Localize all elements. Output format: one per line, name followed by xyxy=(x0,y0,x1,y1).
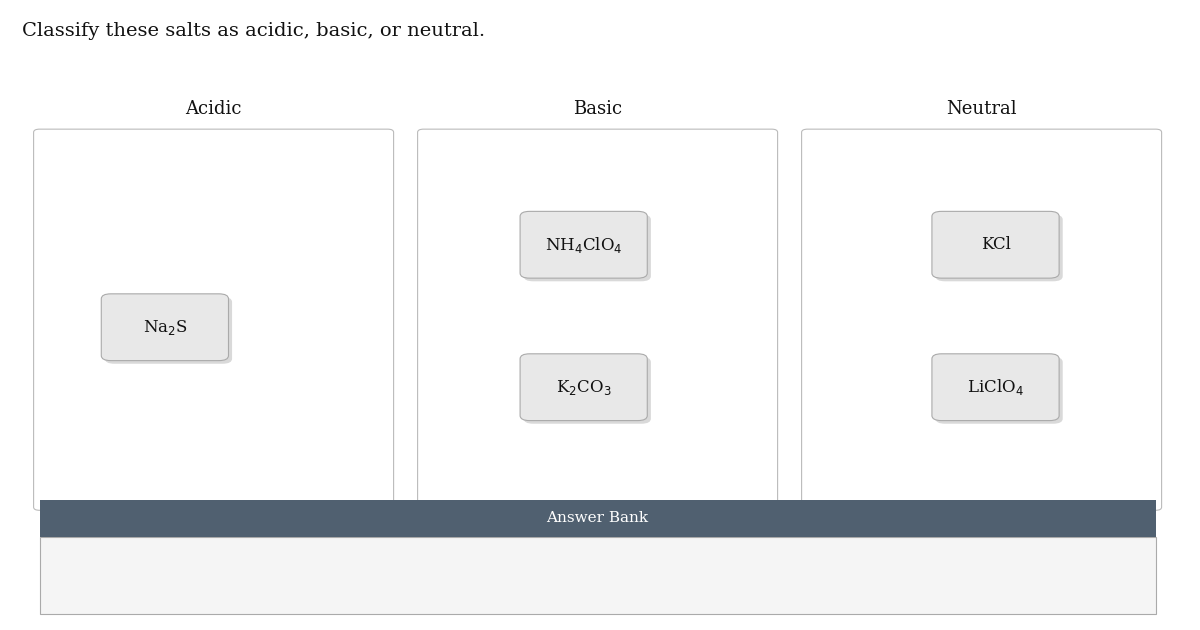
Text: Answer Bank: Answer Bank xyxy=(546,512,649,525)
FancyBboxPatch shape xyxy=(34,129,394,510)
Text: Neutral: Neutral xyxy=(947,100,1016,118)
Bar xyxy=(40,537,1156,614)
FancyBboxPatch shape xyxy=(520,354,647,421)
Text: Na$_2$S: Na$_2$S xyxy=(143,318,187,336)
FancyBboxPatch shape xyxy=(932,354,1060,421)
FancyBboxPatch shape xyxy=(523,357,650,424)
Text: K$_2$CO$_3$: K$_2$CO$_3$ xyxy=(556,378,612,397)
FancyBboxPatch shape xyxy=(932,212,1060,278)
FancyBboxPatch shape xyxy=(936,357,1063,424)
FancyBboxPatch shape xyxy=(936,215,1063,282)
Text: Classify these salts as acidic, basic, or neutral.: Classify these salts as acidic, basic, o… xyxy=(22,22,485,40)
FancyBboxPatch shape xyxy=(520,212,647,278)
FancyBboxPatch shape xyxy=(418,129,778,510)
Text: LiClO$_4$: LiClO$_4$ xyxy=(967,377,1024,397)
FancyBboxPatch shape xyxy=(104,297,232,364)
Text: Acidic: Acidic xyxy=(185,100,242,118)
FancyBboxPatch shape xyxy=(523,215,650,282)
Bar xyxy=(40,500,1156,537)
Text: KCl: KCl xyxy=(980,236,1010,253)
Text: Basic: Basic xyxy=(574,100,622,118)
FancyBboxPatch shape xyxy=(101,294,228,360)
FancyBboxPatch shape xyxy=(802,129,1162,510)
Text: NH$_4$ClO$_4$: NH$_4$ClO$_4$ xyxy=(545,235,623,255)
